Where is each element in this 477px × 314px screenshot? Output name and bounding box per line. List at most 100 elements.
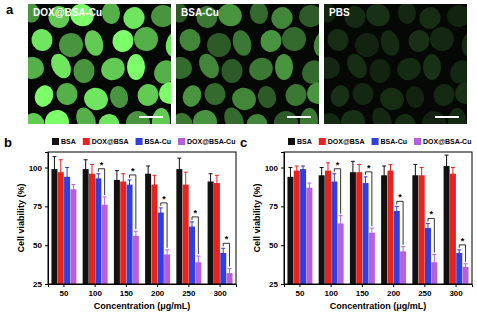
- error-bar-stem: [192, 222, 193, 231]
- legend-item: DOX@BSA-Cu: [178, 138, 235, 145]
- error-bar-stem: [371, 228, 372, 237]
- cell: [135, 81, 162, 108]
- x-tick-label: 250: [182, 289, 196, 298]
- bar: [381, 175, 387, 284]
- x-tick: 100: [324, 284, 338, 298]
- error-bar-stem: [185, 172, 186, 197]
- cell: [245, 54, 277, 85]
- legend-label: BSA-Cu: [145, 138, 171, 145]
- micrograph: DOX@BSA-Cu: [17, 0, 187, 139]
- y-tick-label: 100: [29, 164, 43, 173]
- y-tick-label: 25: [33, 280, 42, 289]
- error-bar-cap: [90, 164, 94, 165]
- significance-bracket: [98, 169, 104, 195]
- error-bar-stem: [403, 247, 404, 256]
- cell: [97, 54, 129, 85]
- x-tick: 150: [120, 284, 134, 298]
- x-tick-mark: [95, 284, 96, 287]
- legend-swatch: [414, 138, 421, 145]
- bar: [400, 251, 406, 284]
- error-bar-cap: [320, 167, 324, 168]
- cell: [325, 27, 350, 53]
- cell: [28, 56, 45, 80]
- bar: [214, 183, 220, 284]
- x-tick-label: 250: [418, 289, 432, 298]
- error-bar: [357, 164, 361, 180]
- legend-swatch: [52, 138, 59, 145]
- significance: *: [130, 166, 136, 229]
- error-bar-stem: [390, 164, 391, 176]
- cell: [108, 84, 130, 109]
- significance-label: *: [398, 192, 402, 202]
- error-bar-stem: [216, 175, 217, 191]
- y-tick: 50: [269, 241, 284, 250]
- cell: [163, 29, 171, 58]
- error-bar-stem: [67, 168, 68, 187]
- error-bar-cap: [165, 249, 169, 250]
- bar: [133, 236, 139, 284]
- error-bar: [84, 160, 88, 179]
- error-bar-cap: [364, 176, 368, 177]
- error-bar: [326, 163, 330, 179]
- error-bar-stem: [459, 250, 460, 256]
- bar: [176, 169, 182, 284]
- x-tick: 250: [418, 284, 432, 298]
- error-bar-stem: [465, 264, 466, 270]
- significance-label: *: [100, 160, 104, 170]
- image-label: DOX@BSA-Cu: [33, 7, 102, 18]
- cell: [270, 107, 302, 124]
- error-bar: [332, 174, 336, 190]
- significance-label: *: [225, 234, 229, 244]
- error-bar-cap: [84, 159, 88, 160]
- significance-label: *: [336, 160, 340, 170]
- error-bar: [426, 223, 430, 232]
- significance: *: [334, 160, 340, 214]
- error-bar-cap: [295, 165, 299, 166]
- cell: [328, 83, 353, 110]
- scale-bar: [287, 116, 311, 118]
- x-tick-mark: [456, 284, 457, 287]
- cell: [368, 104, 395, 124]
- x-tick-label: 100: [324, 289, 338, 298]
- y-axis: 255075100: [265, 153, 285, 290]
- error-bar: [103, 197, 107, 213]
- y-tick-label: 50: [33, 241, 42, 250]
- bar: [387, 171, 393, 284]
- bar: [287, 177, 293, 284]
- cell: [127, 54, 145, 80]
- cell: [246, 113, 269, 124]
- x-tick-label: 300: [449, 289, 463, 298]
- legend-label: BSA-Cu: [381, 138, 407, 145]
- significance-bracket: [366, 172, 372, 226]
- significance-label: *: [429, 209, 433, 219]
- error-bar: [96, 174, 100, 183]
- cell: [176, 56, 193, 80]
- cell: [72, 104, 99, 124]
- bar: [394, 211, 400, 284]
- bar: [363, 183, 369, 284]
- cell: [324, 110, 344, 124]
- error-bar: [152, 175, 156, 194]
- error-bar-cap: [332, 173, 336, 174]
- y-axis-title: Cell viability (%): [252, 183, 262, 252]
- cell: [431, 81, 458, 108]
- error-bar: [59, 160, 63, 185]
- legend-item: DOX@BSA: [83, 138, 129, 145]
- significance-label: *: [461, 236, 465, 246]
- error-bar-cap: [301, 165, 305, 166]
- cell: [192, 109, 219, 124]
- legend-item: DOX@BSA-Cu: [414, 138, 471, 145]
- bar: [444, 166, 450, 284]
- bar: [120, 182, 126, 284]
- cell: [397, 4, 416, 24]
- bar: [419, 175, 425, 284]
- error-bar-cap: [395, 206, 399, 207]
- x-tick: 150: [356, 284, 370, 298]
- bar: [412, 175, 418, 284]
- cell: [305, 79, 319, 106]
- error-bar-stem: [54, 157, 55, 182]
- cell: [98, 113, 121, 124]
- significance: *: [223, 234, 229, 266]
- error-bar-stem: [123, 174, 124, 190]
- cell: [220, 104, 247, 124]
